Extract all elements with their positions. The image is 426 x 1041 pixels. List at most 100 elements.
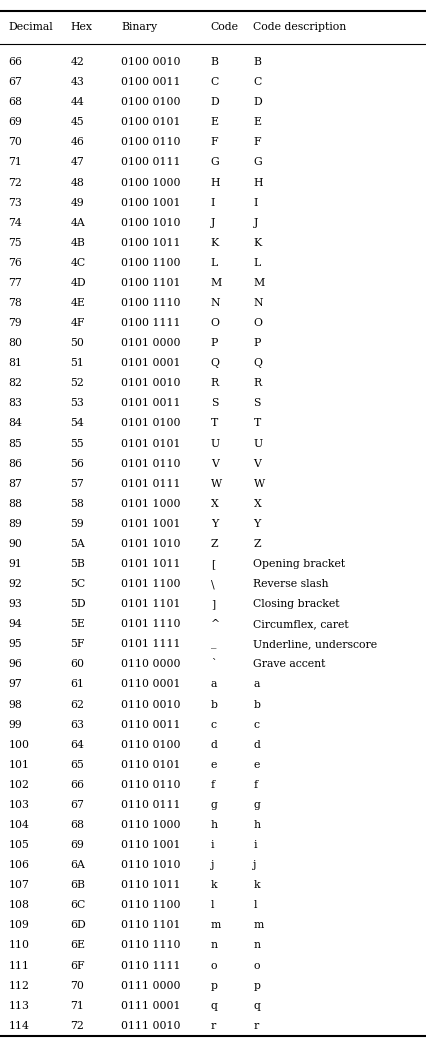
Text: 55: 55 (70, 438, 84, 449)
Text: 100: 100 (9, 740, 29, 750)
Text: 86: 86 (9, 459, 23, 468)
Text: L: L (211, 258, 218, 268)
Text: 5B: 5B (70, 559, 85, 569)
Text: 62: 62 (70, 700, 84, 710)
Text: 0101 1100: 0101 1100 (121, 579, 181, 589)
Text: V: V (211, 459, 219, 468)
Text: 42: 42 (70, 57, 84, 67)
Text: 0101 0110: 0101 0110 (121, 459, 181, 468)
Text: 53: 53 (70, 399, 84, 408)
Text: 0110 1101: 0110 1101 (121, 920, 181, 931)
Text: `: ` (211, 659, 216, 669)
Text: W: W (211, 479, 222, 488)
Text: 0101 1111: 0101 1111 (121, 639, 181, 650)
Text: 67: 67 (9, 77, 23, 87)
Text: F: F (253, 137, 261, 148)
Text: b: b (211, 700, 218, 710)
Text: o: o (253, 961, 260, 970)
Text: F: F (211, 137, 219, 148)
Text: 4A: 4A (70, 218, 85, 228)
Text: 0101 1011: 0101 1011 (121, 559, 181, 569)
Text: 45: 45 (70, 118, 84, 127)
Text: 6E: 6E (70, 940, 85, 950)
Text: n: n (211, 940, 218, 950)
Text: Z: Z (253, 539, 261, 549)
Text: 0110 0110: 0110 0110 (121, 780, 181, 790)
Text: 87: 87 (9, 479, 23, 488)
Text: f: f (253, 780, 258, 790)
Text: 89: 89 (9, 518, 23, 529)
Text: 6A: 6A (70, 860, 85, 870)
Text: 5C: 5C (70, 579, 86, 589)
Text: 0100 1100: 0100 1100 (121, 258, 181, 268)
Text: m: m (211, 920, 221, 931)
Text: 0110 0011: 0110 0011 (121, 719, 181, 730)
Text: ^: ^ (211, 619, 220, 629)
Text: I: I (253, 198, 258, 207)
Text: 0100 1010: 0100 1010 (121, 218, 181, 228)
Text: I: I (211, 198, 215, 207)
Text: 0100 0101: 0100 0101 (121, 118, 181, 127)
Text: m: m (253, 920, 264, 931)
Text: 60: 60 (70, 659, 84, 669)
Text: 4F: 4F (70, 319, 85, 328)
Text: 54: 54 (70, 418, 84, 429)
Text: P: P (253, 338, 261, 348)
Text: Opening bracket: Opening bracket (253, 559, 345, 569)
Text: c: c (253, 719, 259, 730)
Text: [: [ (211, 559, 215, 569)
Text: 0110 1011: 0110 1011 (121, 881, 181, 890)
Text: 105: 105 (9, 840, 29, 850)
Text: q: q (253, 1000, 260, 1011)
Text: B: B (253, 57, 261, 67)
Text: 0100 1101: 0100 1101 (121, 278, 181, 288)
Text: 99: 99 (9, 719, 22, 730)
Text: G: G (211, 157, 220, 168)
Text: 94: 94 (9, 619, 22, 629)
Text: \: \ (211, 579, 215, 589)
Text: 101: 101 (9, 760, 29, 769)
Text: 57: 57 (70, 479, 84, 488)
Text: 74: 74 (9, 218, 22, 228)
Text: e: e (253, 760, 260, 769)
Text: 59: 59 (70, 518, 84, 529)
Text: 0111 0000: 0111 0000 (121, 981, 181, 991)
Text: 109: 109 (9, 920, 29, 931)
Text: 4B: 4B (70, 237, 85, 248)
Text: k: k (211, 881, 218, 890)
Text: 0100 0010: 0100 0010 (121, 57, 181, 67)
Text: 80: 80 (9, 338, 23, 348)
Text: d: d (253, 740, 260, 750)
Text: 68: 68 (70, 820, 84, 830)
Text: 0110 1110: 0110 1110 (121, 940, 181, 950)
Text: V: V (253, 459, 261, 468)
Text: 111: 111 (9, 961, 29, 970)
Text: H: H (211, 178, 220, 187)
Text: c: c (211, 719, 217, 730)
Text: 0101 0111: 0101 0111 (121, 479, 181, 488)
Text: 96: 96 (9, 659, 23, 669)
Text: C: C (211, 77, 219, 87)
Text: 95: 95 (9, 639, 22, 650)
Text: L: L (253, 258, 261, 268)
Text: _: _ (211, 639, 216, 650)
Text: p: p (211, 981, 218, 991)
Text: ]: ] (211, 600, 215, 609)
Text: 110: 110 (9, 940, 29, 950)
Text: Z: Z (211, 539, 219, 549)
Text: 0110 0100: 0110 0100 (121, 740, 181, 750)
Text: Reverse slash: Reverse slash (253, 579, 329, 589)
Text: Circumflex, caret: Circumflex, caret (253, 619, 349, 629)
Text: 47: 47 (70, 157, 84, 168)
Text: 0110 0001: 0110 0001 (121, 680, 181, 689)
Text: 48: 48 (70, 178, 84, 187)
Text: q: q (211, 1000, 218, 1011)
Text: 0100 0111: 0100 0111 (121, 157, 181, 168)
Text: E: E (253, 118, 262, 127)
Text: 97: 97 (9, 680, 22, 689)
Text: 0110 1000: 0110 1000 (121, 820, 181, 830)
Text: T: T (253, 418, 261, 429)
Text: 71: 71 (9, 157, 23, 168)
Text: S: S (253, 399, 261, 408)
Text: 70: 70 (9, 137, 23, 148)
